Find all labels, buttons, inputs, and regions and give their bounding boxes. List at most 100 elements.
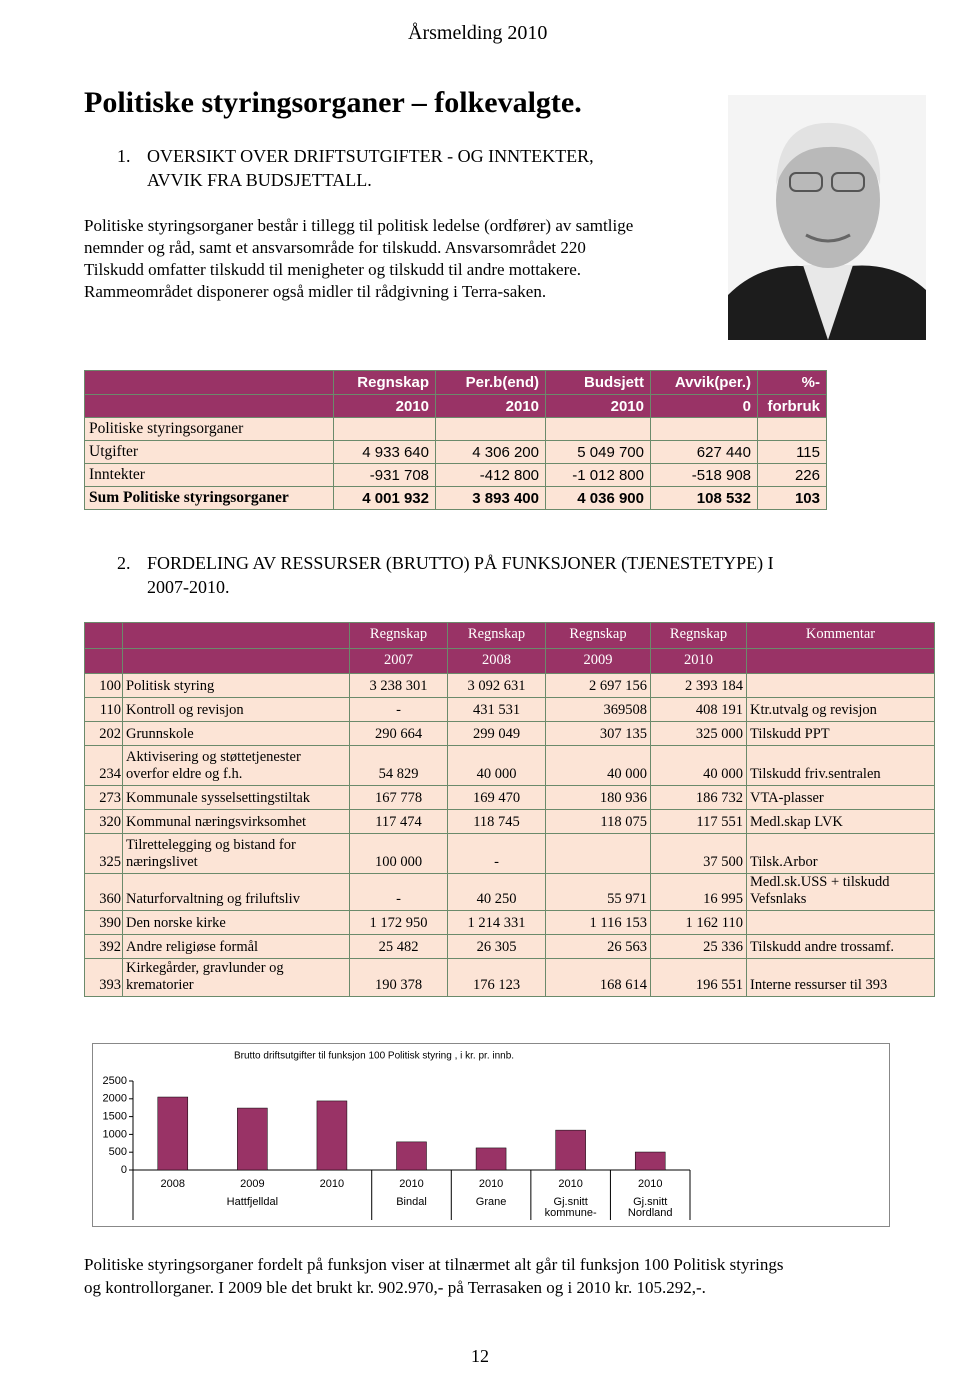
cell: 1 214 331 bbox=[447, 910, 546, 935]
table-row: 390 Den norske kirke 1 172 950 1 214 331 1 1… bbox=[84, 910, 935, 935]
cell: 100 000 bbox=[349, 833, 448, 874]
column-header: 2010 bbox=[650, 648, 747, 674]
cell: 40 000 bbox=[650, 745, 747, 786]
cell: 180 936 bbox=[545, 785, 651, 810]
cell: 627 440 bbox=[650, 440, 758, 464]
column-header: Regnskap bbox=[349, 622, 448, 649]
function-code: 393 bbox=[84, 958, 123, 997]
function-name: Den norske kirke bbox=[122, 910, 350, 935]
table-row: 2007 2008 2009 2010 bbox=[84, 648, 935, 674]
x-tick-label: 2010 bbox=[399, 1178, 423, 1190]
column-header: 2007 bbox=[349, 648, 448, 674]
row-label: Utgifter bbox=[84, 440, 334, 464]
comment bbox=[746, 673, 935, 698]
y-tick-label: 1000 bbox=[103, 1128, 127, 1140]
column-header: 2008 bbox=[447, 648, 546, 674]
header-cell bbox=[122, 622, 350, 649]
section-label: Politiske styringsorganer bbox=[84, 417, 334, 441]
cell bbox=[757, 417, 827, 441]
y-tick-label: 2500 bbox=[103, 1075, 127, 1087]
table-row: 360 Naturforvaltning og friluftsliv -40 25… bbox=[84, 873, 935, 911]
cell: - bbox=[349, 873, 448, 911]
y-tick-label: 500 bbox=[109, 1146, 127, 1158]
cell bbox=[545, 417, 651, 441]
column-header: Regnskap bbox=[447, 622, 546, 649]
header-cell bbox=[84, 370, 334, 395]
cell: 26 563 bbox=[545, 934, 651, 959]
cell: 4 306 200 bbox=[435, 440, 546, 464]
cell: 168 614 bbox=[545, 958, 651, 997]
cell: 196 551 bbox=[650, 958, 747, 997]
column-header: 2010 bbox=[545, 394, 651, 418]
cell: 37 500 bbox=[650, 833, 747, 874]
cell: 108 532 bbox=[650, 486, 758, 510]
paragraph-line: Politiske styringsorganer består i tille… bbox=[84, 216, 634, 235]
paragraph-line: Politiske styringsorganer fordelt på fun… bbox=[84, 1255, 784, 1274]
cell: -412 800 bbox=[435, 463, 546, 487]
cell: 1 172 950 bbox=[349, 910, 448, 935]
function-table: Regnskap Regnskap Regnskap Regnskap Kommenta… bbox=[84, 622, 935, 997]
group-label: Gj.snitt kommune- bbox=[545, 1196, 597, 1219]
function-name: Naturforvaltning og friluftsliv bbox=[122, 873, 350, 911]
function-code: 320 bbox=[84, 809, 123, 834]
comment: Tilskudd friv.sentralen bbox=[746, 745, 935, 786]
bar bbox=[316, 1100, 348, 1171]
cell: 40 000 bbox=[545, 745, 651, 786]
cell: 169 470 bbox=[447, 785, 546, 810]
function-name: Kontroll og revisjon bbox=[122, 697, 350, 722]
column-header: Regnskap bbox=[650, 622, 747, 649]
cell bbox=[333, 417, 436, 441]
function-name: Grunnskole bbox=[122, 721, 350, 746]
column-header: Regnskap bbox=[545, 622, 651, 649]
running-header: Årsmelding 2010 bbox=[408, 22, 548, 44]
function-name: Tilrettelegging og bistand for næringsli… bbox=[122, 833, 350, 874]
function-code: 360 bbox=[84, 873, 123, 911]
paragraph-line: Tilskudd omfatter tilskudd til menighete… bbox=[84, 260, 582, 279]
cell: 4 933 640 bbox=[333, 440, 436, 464]
cell: 3 092 631 bbox=[447, 673, 546, 698]
cell: - bbox=[447, 833, 546, 874]
function-code: 202 bbox=[84, 721, 123, 746]
column-header: Budsjett bbox=[545, 370, 651, 395]
section-heading: 2007-2010. bbox=[147, 577, 230, 597]
x-tick-label: 2010 bbox=[558, 1178, 582, 1190]
header-cell bbox=[84, 622, 123, 649]
cell: - bbox=[349, 697, 448, 722]
column-header: forbruk bbox=[757, 394, 827, 418]
x-tick-label: 2010 bbox=[479, 1178, 503, 1190]
column-header: %- bbox=[757, 370, 827, 395]
cell: 408 191 bbox=[650, 697, 747, 722]
function-code: 325 bbox=[84, 833, 123, 874]
table-row: Inntekter -931 708 -412 800 -1 012 800 -518 … bbox=[84, 463, 827, 487]
cell: -518 908 bbox=[650, 463, 758, 487]
column-header: 2009 bbox=[545, 648, 651, 674]
bar bbox=[475, 1147, 507, 1171]
cell: 2 393 184 bbox=[650, 673, 747, 698]
table-row: 202 Grunnskole 290 664 299 049 307 135 325 00… bbox=[84, 721, 935, 746]
cell: 186 732 bbox=[650, 785, 747, 810]
x-tick-label: 2010 bbox=[320, 1178, 344, 1190]
section-number: 1. bbox=[117, 146, 131, 166]
table-row: 393 Kirkegårder, gravlunder og krematorie… bbox=[84, 958, 935, 997]
table-row: 392 Andre religiøse formål 25 482 26 305 26 … bbox=[84, 934, 935, 959]
function-name: Aktivisering og støttetjenester overfor … bbox=[122, 745, 350, 786]
cell: 431 531 bbox=[447, 697, 546, 722]
group-label: Gj.snitt Nordland bbox=[628, 1196, 673, 1219]
column-header: Kommentar bbox=[746, 622, 935, 649]
table-row: Regnskap Per.b(end) Budsjett Avvik(per.) %- bbox=[84, 370, 827, 395]
bar bbox=[634, 1151, 666, 1171]
cell: 118 075 bbox=[545, 809, 651, 834]
column-header: 0 bbox=[650, 394, 758, 418]
bar bbox=[555, 1129, 586, 1171]
comment: Tilskudd PPT bbox=[746, 721, 935, 746]
table-row: Utgifter 4 933 640 4 306 200 5 049 700 627 4… bbox=[84, 440, 827, 464]
cell: 118 745 bbox=[447, 809, 546, 834]
cell: 40 250 bbox=[447, 873, 546, 911]
chart-frame bbox=[92, 1043, 890, 1227]
chart-title: Brutto driftsutgifter til funksjon 100 P… bbox=[234, 1051, 514, 1062]
table-row: 273 Kommunale sysselsettingstiltak 167 778… bbox=[84, 785, 935, 810]
cell: 25 336 bbox=[650, 934, 747, 959]
cell: 325 000 bbox=[650, 721, 747, 746]
comment: Tilsk.Arbor bbox=[746, 833, 935, 874]
